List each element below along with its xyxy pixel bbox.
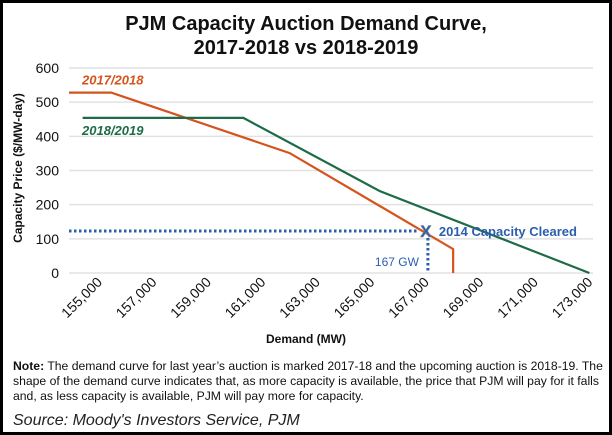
series-line-2018-2019 [82, 116, 590, 275]
x-tick-label: 167,000 [385, 274, 432, 321]
y-axis-label: Capacity Price ($/MW-day) [11, 93, 25, 243]
series-line-2017-2018 [69, 91, 455, 273]
chart-subtitle: 2017-2018 vs 2018-2019 [194, 37, 419, 59]
x-tick-label: 173,000 [548, 274, 595, 321]
x-tick-label: 169,000 [439, 274, 486, 321]
cleared-label: 2014 Capacity Cleared [439, 224, 577, 239]
source-line: Source: Moody's Investors Service, PJM [13, 412, 300, 429]
x-tick-label: 159,000 [167, 274, 214, 321]
x-tick-label: 161,000 [221, 274, 268, 321]
series-label: 2018/2019 [81, 123, 144, 138]
x-tick-label: 155,000 [58, 274, 105, 321]
footnote: Note: The demand curve for last year’s a… [13, 359, 605, 404]
y-tick-label: 200 [36, 197, 60, 213]
gw-label: 167 GW [375, 255, 420, 269]
y-tick-label: 600 [36, 60, 60, 76]
series-label: 2017/2018 [81, 73, 144, 88]
x-tick-label: 163,000 [276, 274, 323, 321]
note-label: Note: [13, 359, 45, 373]
y-tick-label: 0 [51, 265, 59, 281]
x-tick-label: 165,000 [330, 274, 377, 321]
note-text: The demand curve for last year’s auction… [13, 359, 603, 403]
x-tick-label: 157,000 [112, 274, 159, 321]
y-tick-label: 300 [36, 163, 60, 179]
cleared-x-marker: X [420, 222, 432, 241]
y-tick-label: 500 [36, 94, 60, 110]
x-axis-label: Demand (MW) [266, 332, 346, 346]
x-tick-label: 171,000 [494, 274, 541, 321]
y-tick-label: 100 [36, 231, 60, 247]
chart-title: PJM Capacity Auction Demand Curve, [125, 13, 487, 35]
y-tick-label: 400 [36, 128, 60, 144]
